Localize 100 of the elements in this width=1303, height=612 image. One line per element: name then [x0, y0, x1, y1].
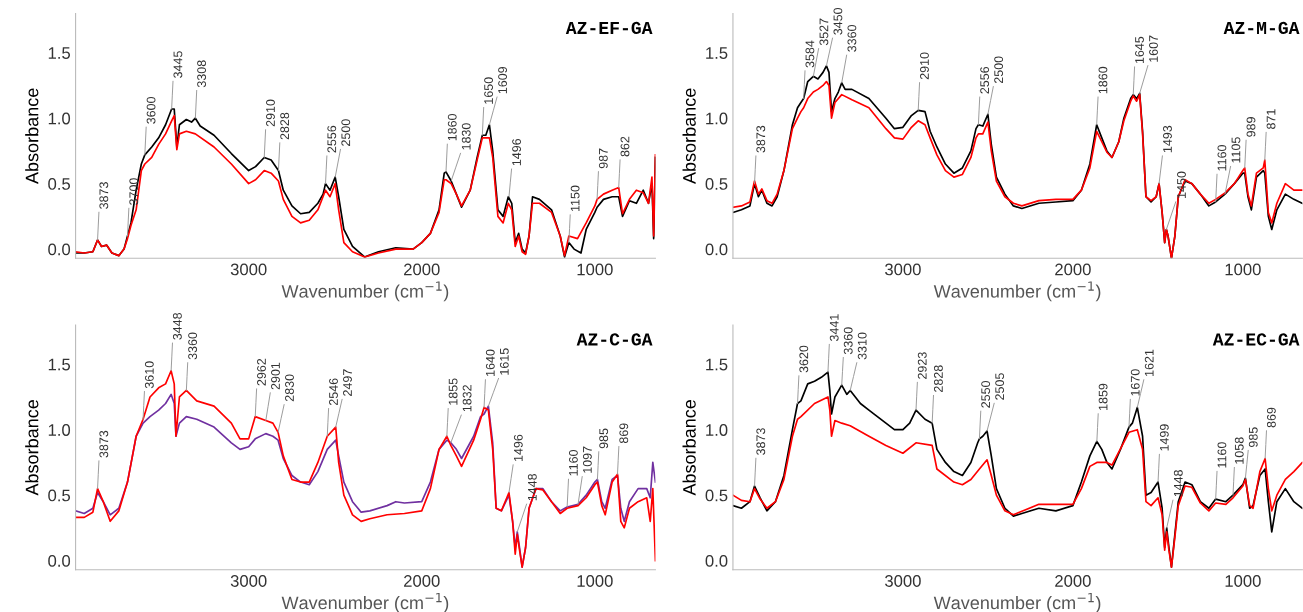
y-tick-label: 1.0 — [706, 424, 728, 436]
annotation: 1150 — [570, 185, 580, 212]
annotation: 3308 — [197, 60, 207, 88]
annotation: 2910 — [266, 99, 275, 127]
y-tick-label: 0.5 — [705, 178, 728, 190]
annotation: 1160 — [1217, 145, 1227, 171]
annotation: 3310 — [857, 332, 867, 360]
x-tick-label: 2000 — [1055, 263, 1091, 276]
annotation: 3360 — [843, 327, 853, 355]
x-tick-label: 2000 — [404, 263, 440, 276]
annotation: 1448 — [1173, 470, 1183, 497]
annotation: 1615 — [499, 348, 509, 375]
annotation: 862 — [620, 136, 630, 157]
annotation: 2550 — [981, 380, 991, 408]
annotation: 1640 — [485, 349, 495, 376]
annotation: 2500 — [994, 56, 1004, 84]
annotation: 3600 — [146, 96, 156, 124]
annotation: 3873 — [99, 182, 109, 209]
annotation: 3450 — [833, 7, 843, 35]
x-axis-title: Wavenumber (cm$^{−1}$) — [281, 281, 449, 302]
annotation: 3441 — [829, 314, 839, 342]
annotation: 1496 — [513, 434, 523, 462]
chart-title: AZ-M-GA — [1223, 21, 1300, 35]
annotation: 3873 — [756, 125, 766, 153]
x-tick-label: 3000 — [230, 575, 267, 587]
x-tick-label: 1000 — [1225, 263, 1261, 276]
annotation: 2923 — [917, 352, 927, 379]
y-axis-title: Absorbance — [25, 88, 39, 184]
annotation: 3873 — [756, 428, 766, 455]
x-axis-title: Wavenumber (cm$^{−1}$) — [933, 592, 1101, 612]
x-axis-title: Wavenumber (cm$^{−1}$) — [933, 281, 1101, 302]
y-tick-label: 0.5 — [48, 489, 71, 502]
y-tick-label: 0.0 — [48, 243, 71, 256]
y-tick-label: 1.5 — [706, 358, 728, 371]
annotation: 3445 — [173, 51, 183, 78]
annotation: 1450 — [1177, 171, 1186, 198]
y-tick-label: 0.0 — [705, 243, 728, 256]
annotation: 2497 — [343, 369, 352, 396]
annotation: 1160 — [568, 449, 578, 476]
annotation: 1859 — [1098, 383, 1108, 410]
y-tick-label: 1.5 — [48, 358, 71, 371]
annotation: 1860 — [447, 113, 457, 141]
annotation: 1609 — [498, 66, 508, 94]
x-tick-label: 1000 — [1225, 575, 1261, 587]
x-tick-label: 3000 — [230, 263, 267, 276]
y-tick-label: 1.0 — [48, 112, 71, 125]
annotation: 1832 — [462, 385, 472, 412]
y-tick-label: 1.0 — [706, 112, 728, 125]
y-axis-title: Absorbance — [682, 88, 696, 184]
y-tick-label: 0.0 — [48, 555, 71, 567]
y-tick-label: 1.0 — [48, 424, 71, 436]
x-tick-label: 3000 — [885, 263, 921, 276]
annotation: 869 — [619, 423, 629, 444]
annotation: 3360 — [188, 332, 198, 360]
annotation: 1058 — [1234, 437, 1244, 464]
x-tick-label: 2000 — [404, 575, 440, 587]
annotation: 2828 — [280, 112, 290, 140]
annotation: 987 — [598, 148, 608, 169]
annotation: 2500 — [341, 119, 351, 146]
annotation: 3584 — [805, 40, 815, 68]
y-tick-label: 1.5 — [48, 47, 71, 59]
annotation: 2901 — [271, 362, 280, 390]
annotation: 869 — [1266, 407, 1276, 428]
annotation: 989 — [1246, 117, 1256, 137]
annotation: 3527 — [819, 18, 829, 46]
chart-title: AZ-C-GA — [576, 333, 653, 346]
annotation: 2546 — [329, 378, 338, 406]
annotation: 985 — [1248, 427, 1258, 447]
annotation: 1830 — [461, 123, 471, 150]
x-axis-title: Wavenumber (cm$^{−1}$) — [281, 592, 449, 612]
annotation: 871 — [1266, 109, 1276, 129]
annotation: 3700 — [129, 178, 139, 205]
annotation: 1670 — [1130, 369, 1140, 396]
x-tick-label: 1000 — [577, 575, 613, 587]
annotation: 1493 — [1163, 125, 1172, 153]
annotation: 2556 — [327, 125, 337, 153]
y-axis-title: Absorbance — [682, 399, 696, 496]
annotation: 1448 — [527, 473, 537, 501]
annotation: 1607 — [1149, 35, 1158, 62]
annotation: 1621 — [1144, 349, 1154, 376]
annotation: 3610 — [144, 361, 154, 389]
annotation: 2828 — [933, 365, 943, 392]
annotation: 1496 — [512, 138, 522, 166]
annotation: 1855 — [448, 378, 458, 405]
x-tick-label: 2000 — [1055, 575, 1091, 587]
y-tick-label: 0.5 — [48, 178, 71, 190]
annotation: 2962 — [257, 358, 266, 386]
annotation: 1645 — [1135, 36, 1144, 64]
annotation: 2505 — [995, 373, 1005, 400]
annotation: 3360 — [847, 24, 857, 52]
annotation: 3620 — [799, 345, 809, 373]
y-tick-label: 0.5 — [705, 489, 728, 502]
annotation: 1499 — [1159, 424, 1169, 451]
annotation: 2910 — [920, 52, 929, 80]
x-tick-label: 3000 — [885, 575, 921, 587]
annotation: 1160 — [1217, 442, 1227, 468]
y-axis-title: Absorbance — [25, 399, 39, 496]
annotation: 985 — [599, 428, 609, 449]
chart-title: AZ-EC-GA — [1212, 333, 1300, 346]
annotation: 1860 — [1098, 66, 1108, 94]
